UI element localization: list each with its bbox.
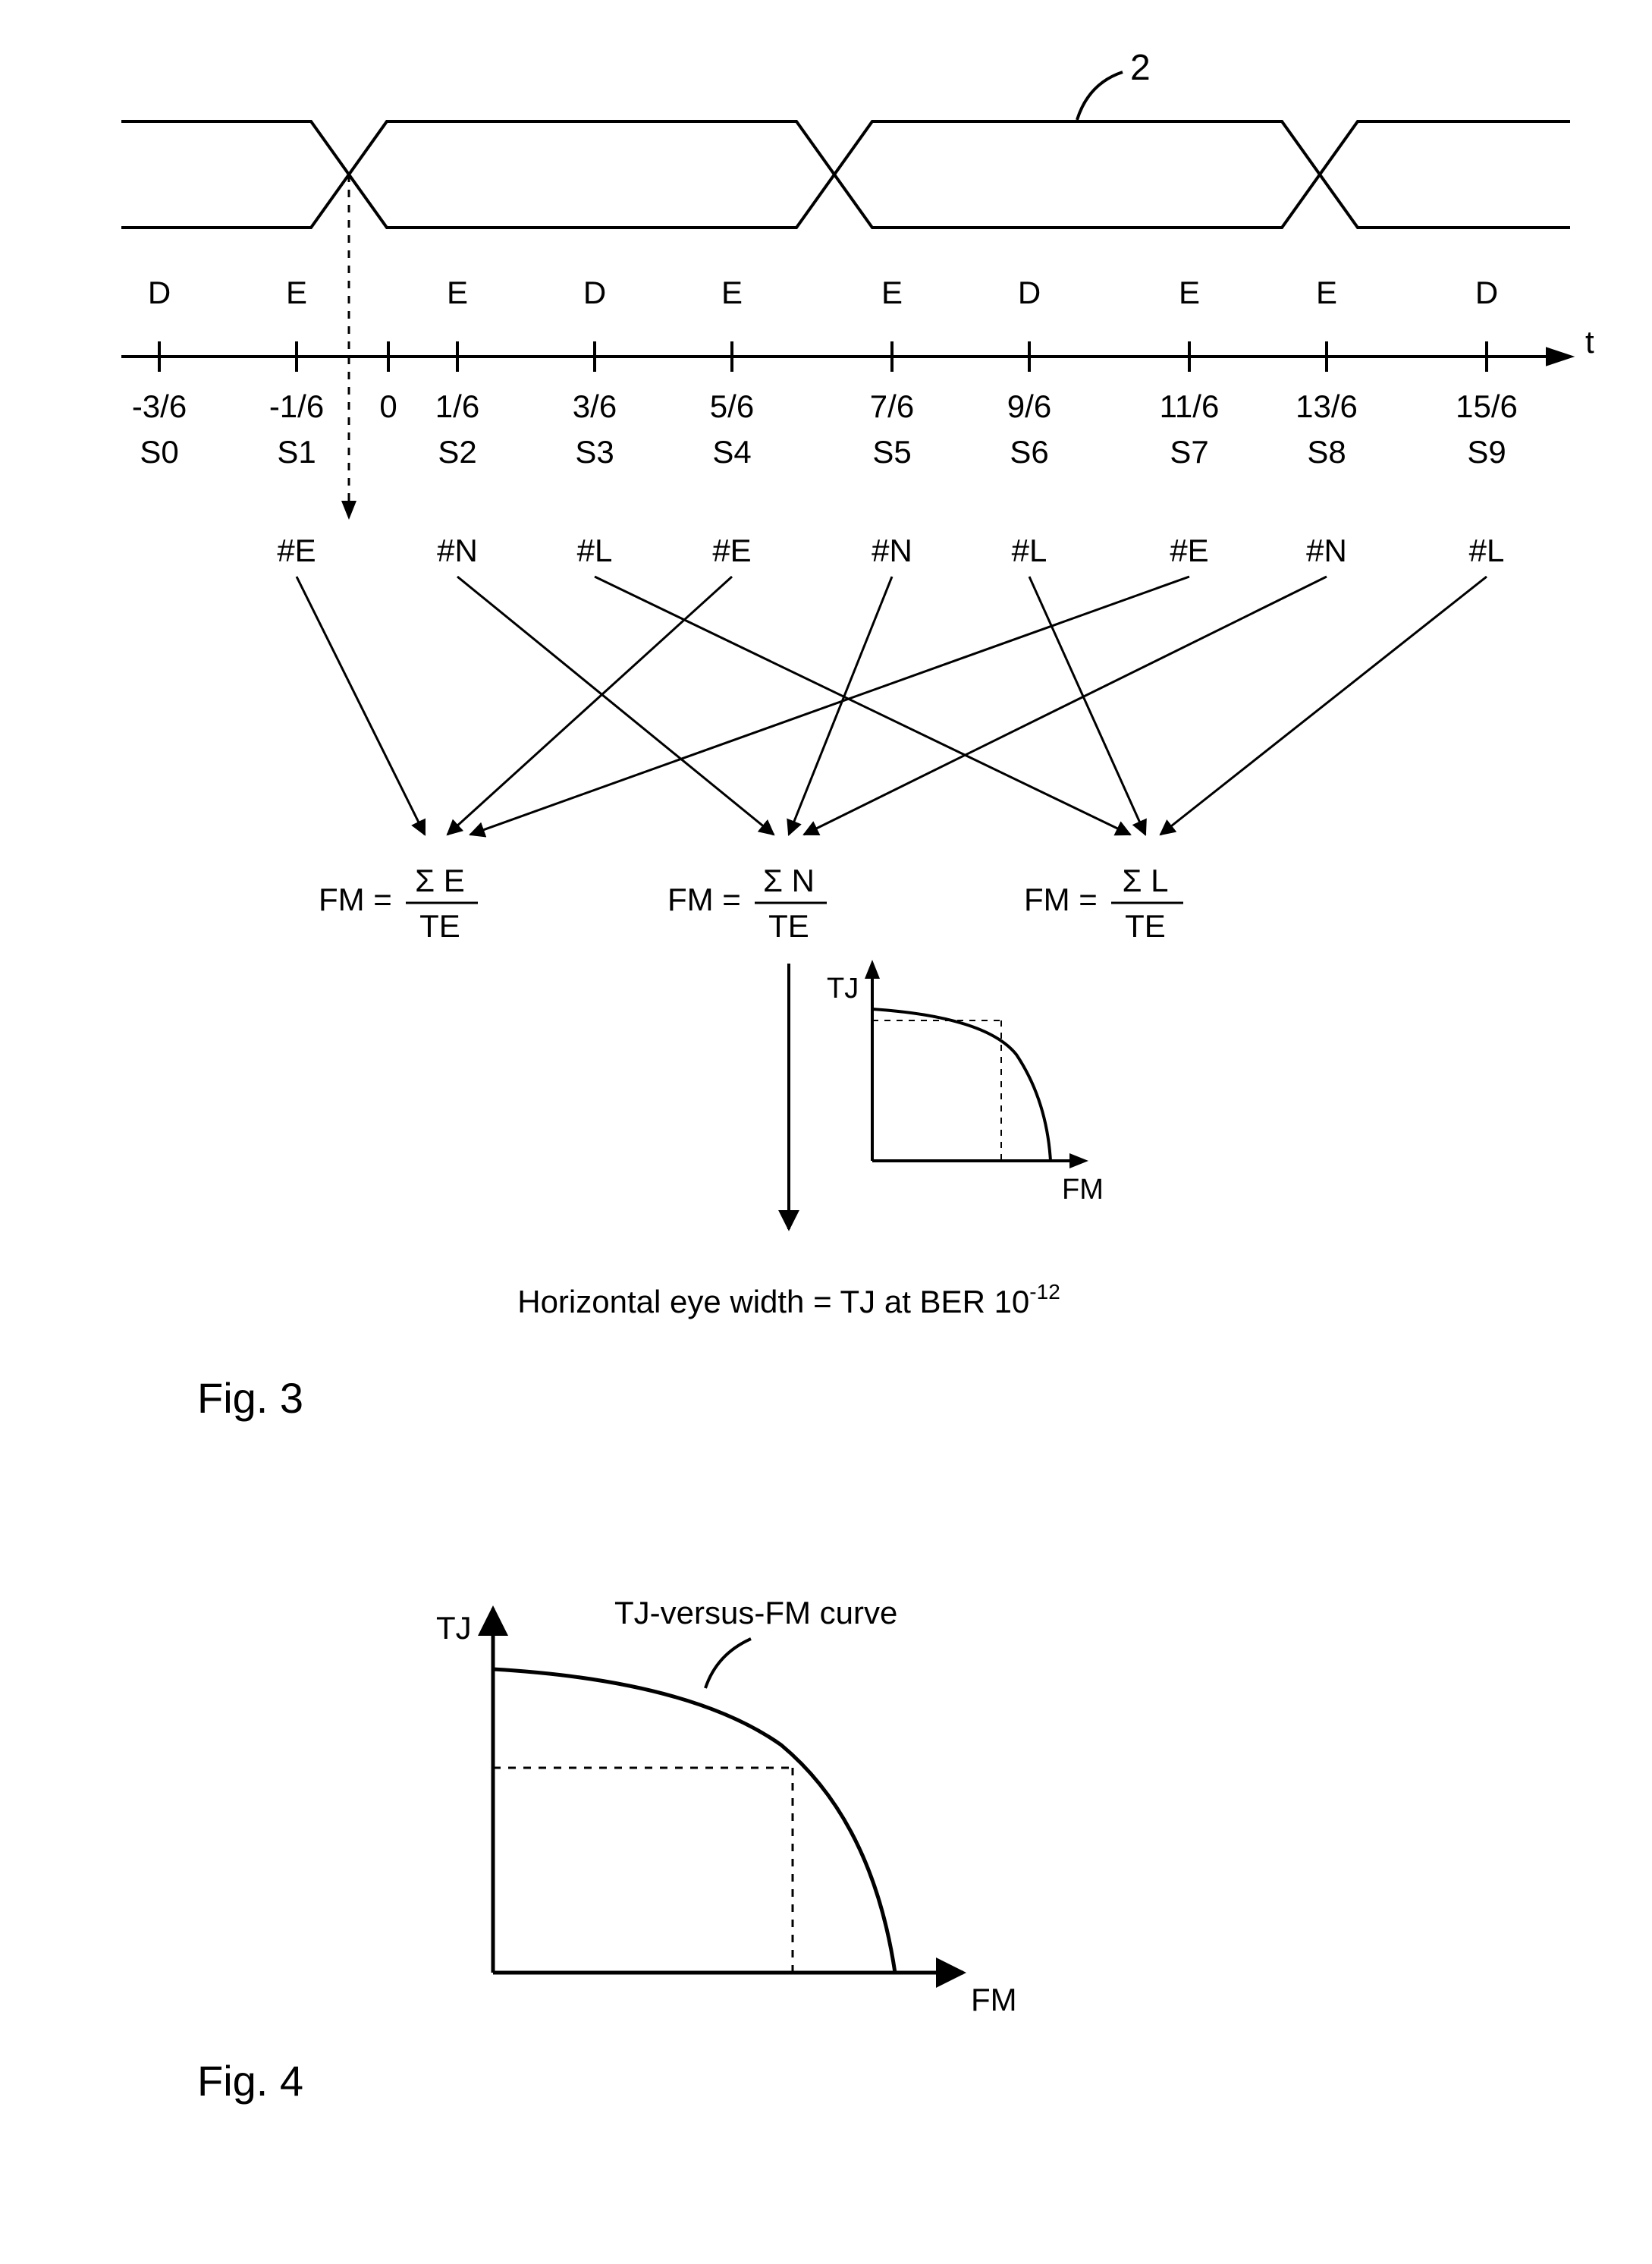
svg-text:E: E	[1316, 275, 1337, 310]
svg-text:E: E	[447, 275, 468, 310]
svg-text:Σ N: Σ N	[763, 863, 815, 898]
fig4-caption: Fig. 4	[197, 2056, 303, 2105]
svg-text:1/6: 1/6	[435, 388, 479, 424]
svg-text:#N: #N	[437, 533, 478, 568]
svg-text:13/6: 13/6	[1296, 388, 1358, 424]
de-row: D E E D E E D E E D	[148, 275, 1498, 310]
svg-text:#E: #E	[1170, 533, 1208, 568]
svg-text:#N: #N	[1306, 533, 1347, 568]
svg-text:0: 0	[379, 388, 397, 424]
result-text: Horizontal eye width = TJ at BER 10-12	[517, 1280, 1060, 1319]
formula-fm-l: FM = Σ L TE	[1024, 863, 1183, 944]
svg-text:-3/6: -3/6	[132, 388, 187, 424]
svg-text:3/6: 3/6	[573, 388, 617, 424]
svg-text:S1: S1	[277, 434, 316, 470]
svg-text:15/6: 15/6	[1456, 388, 1518, 424]
page: 2 D E E D E E D E E D	[30, 30, 1652, 2234]
svg-text:E: E	[881, 275, 903, 310]
s-labels: S0 S1 S2 S3 S4 S5 S6 S7 S8 S9	[140, 434, 1506, 470]
svg-text:S6: S6	[1010, 434, 1048, 470]
svg-text:S2: S2	[438, 434, 476, 470]
figure-3-svg: 2 D E E D E E D E E D	[30, 30, 1652, 1472]
mini-x-label: FM	[1062, 1174, 1104, 1206]
svg-text:D: D	[1475, 275, 1498, 310]
svg-text:E: E	[721, 275, 743, 310]
svg-text:TE: TE	[419, 908, 460, 944]
svg-text:S3: S3	[575, 434, 614, 470]
svg-text:S7: S7	[1170, 434, 1208, 470]
svg-text:-1/6: -1/6	[269, 388, 324, 424]
time-axis	[121, 341, 1570, 372]
svg-text:FM =: FM =	[667, 882, 741, 917]
hash-labels: #E #N #L #E #N #L #E #N #L	[277, 533, 1504, 568]
svg-text:11/6: 11/6	[1160, 388, 1220, 424]
svg-text:S8: S8	[1307, 434, 1346, 470]
axis-t-label: t	[1585, 324, 1594, 360]
fig4-curve-label: TJ-versus-FM curve	[614, 1595, 897, 1630]
ref-2-text: 2	[1130, 48, 1151, 88]
svg-text:5/6: 5/6	[710, 388, 754, 424]
svg-text:TE: TE	[1125, 908, 1166, 944]
svg-text:7/6: 7/6	[870, 388, 914, 424]
svg-text:#E: #E	[277, 533, 316, 568]
formula-fm-n: FM = Σ N TE	[667, 863, 827, 944]
svg-text:S4: S4	[712, 434, 751, 470]
figure-4-svg: TJ-versus-FM curve TJ FM	[372, 1548, 1282, 2079]
formula-fm-e: FM = Σ E TE	[319, 863, 478, 944]
svg-text:S0: S0	[140, 434, 178, 470]
svg-text:E: E	[1179, 275, 1200, 310]
svg-text:D: D	[583, 275, 606, 310]
svg-text:#N: #N	[872, 533, 912, 568]
curve-label-leader	[705, 1639, 751, 1688]
fig4-y-label: TJ	[436, 1610, 472, 1646]
svg-text:9/6: 9/6	[1007, 388, 1051, 424]
fig3-caption: Fig. 3	[197, 1373, 303, 1423]
ref-label-2: 2	[1077, 48, 1151, 120]
svg-text:Σ E: Σ E	[415, 863, 465, 898]
svg-text:#E: #E	[712, 533, 751, 568]
svg-text:FM =: FM =	[1024, 882, 1098, 917]
fig4-x-label: FM	[971, 1982, 1017, 2017]
svg-text:#L: #L	[1012, 533, 1047, 568]
svg-text:Σ L: Σ L	[1123, 863, 1169, 898]
mini-y-label: TJ	[827, 973, 859, 1005]
tick-labels: -3/6 -1/6 0 1/6 3/6 5/6 7/6 9/6 11/6 13/…	[132, 388, 1518, 424]
svg-text:#L: #L	[577, 533, 613, 568]
convergence-arrows	[297, 577, 1487, 835]
svg-text:#L: #L	[1469, 533, 1505, 568]
mini-chart	[865, 960, 1088, 1168]
svg-text:D: D	[1018, 275, 1041, 310]
svg-text:S9: S9	[1467, 434, 1506, 470]
svg-text:D: D	[148, 275, 171, 310]
eye-diagram	[121, 121, 1570, 228]
svg-text:TE: TE	[768, 908, 809, 944]
svg-text:S5: S5	[872, 434, 911, 470]
svg-text:FM =: FM =	[319, 882, 392, 917]
dashed-crossing-line	[341, 175, 356, 520]
svg-text:E: E	[286, 275, 307, 310]
